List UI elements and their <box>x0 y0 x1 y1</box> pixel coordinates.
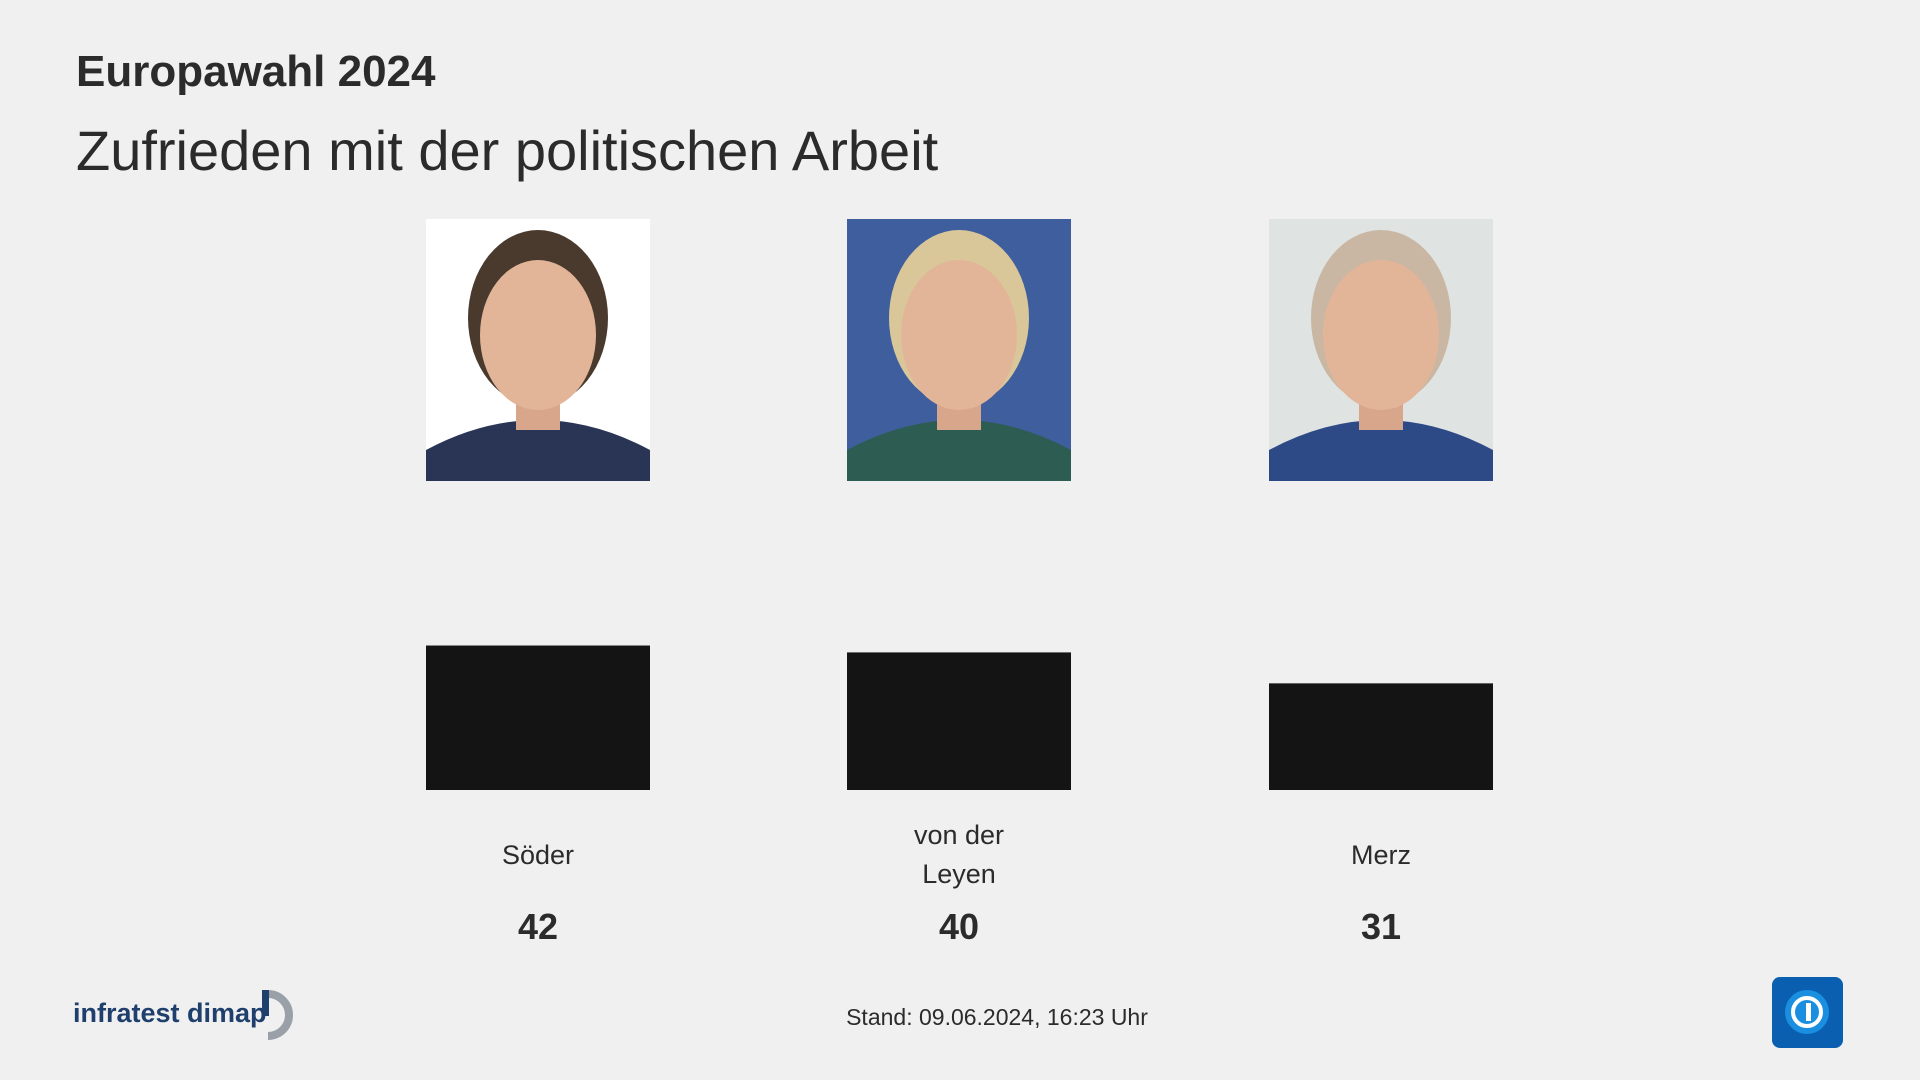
value-label: 31 <box>1361 906 1401 947</box>
source-logo-text: infratest dimap <box>73 998 267 1028</box>
source-logo-icon <box>262 990 293 1040</box>
footer-timestamp: Stand: 09.06.2024, 16:23 Uhr <box>846 1004 1148 1030</box>
photo-body <box>847 420 1071 481</box>
photo-face <box>901 260 1017 410</box>
category-label: Merz <box>1351 839 1411 870</box>
bar <box>847 652 1071 790</box>
category-label-box: Söder <box>458 805 618 905</box>
category-label-wrap: Merz <box>1301 805 1461 905</box>
photo-face <box>480 260 596 410</box>
photo-face <box>1323 260 1439 410</box>
candidate-photo <box>426 219 650 481</box>
category-label: Söder <box>501 839 575 870</box>
broadcaster-logo <box>1772 977 1843 1048</box>
bar <box>426 645 650 790</box>
category-label-wrap: Söder <box>458 805 618 905</box>
category-label: von der Leyen <box>913 820 1005 889</box>
value-label: 42 <box>518 906 558 947</box>
bar <box>1269 683 1493 790</box>
category-label-box: von der Leyen <box>879 805 1039 905</box>
photo-body <box>426 420 650 481</box>
chart-title: Europawahl 2024 <box>76 47 436 96</box>
candidate-photo <box>847 219 1071 481</box>
category-label-box: Merz <box>1301 805 1461 905</box>
category-label-wrap: von der Leyen <box>879 805 1039 905</box>
value-label: 40 <box>939 906 979 947</box>
photo-body <box>1269 420 1493 481</box>
chart-subtitle: Zufrieden mit der politischen Arbeit <box>76 119 939 182</box>
candidate-photo <box>1269 219 1493 481</box>
